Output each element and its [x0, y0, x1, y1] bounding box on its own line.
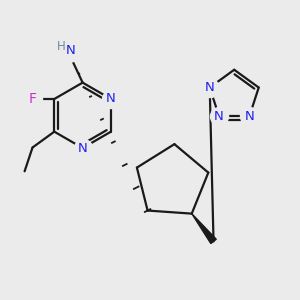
- Polygon shape: [192, 214, 216, 244]
- Text: N: N: [66, 44, 76, 57]
- Text: N: N: [106, 92, 116, 106]
- Text: N: N: [244, 110, 254, 123]
- Text: N: N: [78, 142, 88, 154]
- Text: F: F: [28, 92, 37, 106]
- Text: H: H: [56, 40, 65, 53]
- Text: N: N: [214, 110, 224, 123]
- Text: N: N: [205, 81, 214, 94]
